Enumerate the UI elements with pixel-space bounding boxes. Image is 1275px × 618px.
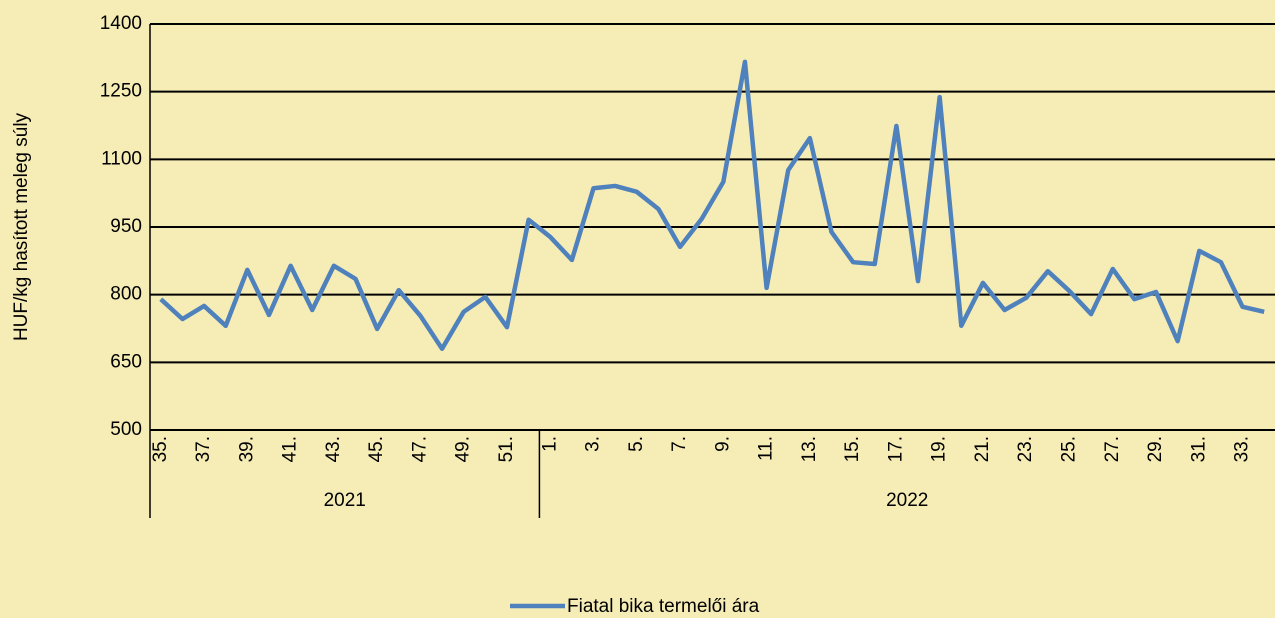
x-tick-label: 19. (929, 436, 950, 462)
y-tick-label: 1100 (101, 148, 142, 169)
x-tick-label: 45. (366, 436, 387, 462)
x-tick-label: 43. (323, 436, 344, 462)
x-tick-label: 49. (453, 436, 474, 462)
y-tick-label: 500 (110, 419, 142, 440)
group-label: 2021 (324, 490, 366, 511)
x-tick-label: 39. (236, 436, 257, 462)
x-tick-label: 13. (799, 436, 820, 462)
x-tick-label: 11. (756, 436, 777, 461)
group-label: 2022 (886, 490, 928, 511)
x-tick-label: 51. (496, 436, 517, 462)
x-tick-label: 5. (626, 436, 647, 452)
x-tick-label: 35. (150, 436, 171, 462)
x-tick-label: 15. (842, 436, 863, 462)
x-tick-label: 7. (669, 436, 690, 452)
x-tick-label: 31. (1188, 436, 1209, 462)
line (159, 59, 1265, 352)
x-tick-label: 47. (409, 436, 430, 462)
x-tick-label: 9. (712, 436, 733, 452)
y-tick-label: 800 (110, 284, 142, 305)
x-tick-label: 1. (539, 436, 560, 452)
y-axis-label: HUF/kg hasított meleg súly (11, 112, 32, 341)
x-tick-label: 3. (583, 436, 604, 452)
y-tick-label: 950 (110, 216, 142, 237)
x-tick-label: 27. (1102, 436, 1123, 462)
x-tick-label: 23. (1015, 436, 1036, 462)
x-tick-label: 33. (1232, 436, 1253, 462)
legend-label: Fiatal bika termelői ára (567, 596, 760, 617)
x-tick-label: 17. (885, 436, 906, 462)
x-tick-label: 41. (280, 436, 301, 462)
x-tick-label: 21. (972, 436, 993, 462)
x-tick-label: 25. (1058, 436, 1079, 462)
x-tick-label: 37. (193, 436, 214, 462)
y-tick-label: 1400 (100, 13, 142, 34)
y-tick-label: 650 (110, 351, 142, 372)
x-tick-label: 29. (1145, 436, 1166, 462)
y-tick-label: 1250 (100, 81, 142, 102)
